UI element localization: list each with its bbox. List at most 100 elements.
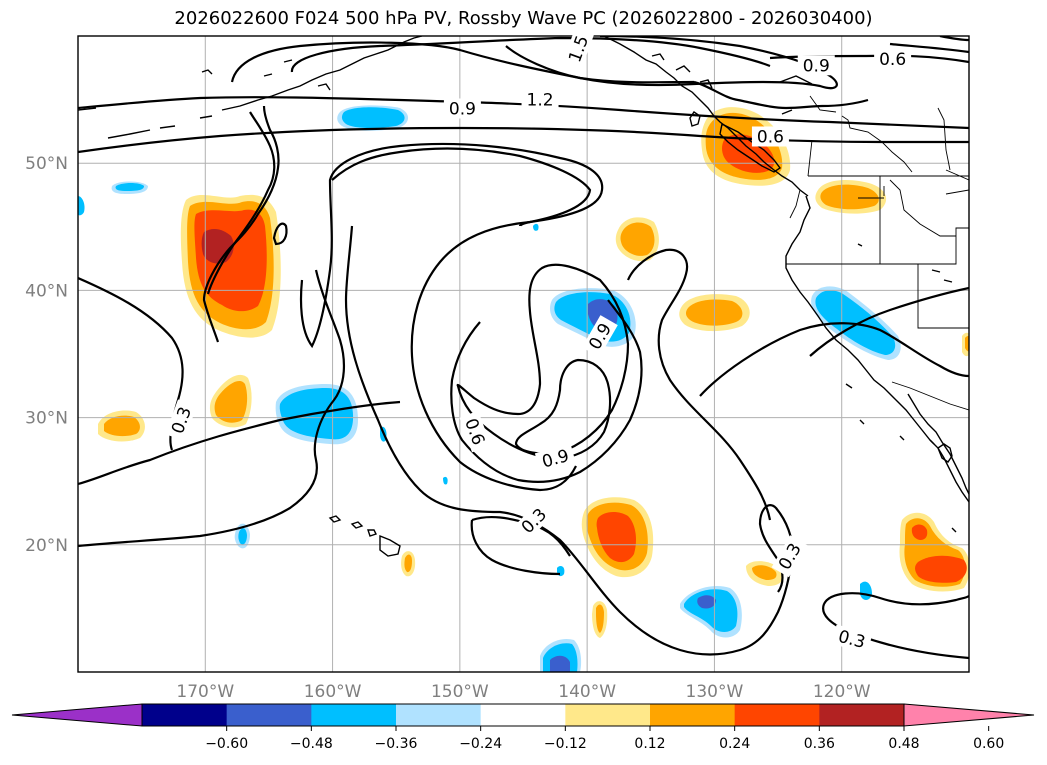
contour-0.6-ne — [889, 42, 969, 54]
longitude-label: 150°W — [431, 682, 489, 702]
contour-label-bg — [459, 410, 491, 453]
contour-0.3-west — [78, 400, 401, 486]
colorbar: −0.60 −0.48 −0.36 −0.24 −0.12 0.12 0.24 0.36 0.4… — [11, 703, 1035, 752]
island-fragments — [201, 53, 957, 533]
colorbar-tick-label: 0.60 — [973, 736, 1004, 752]
contour-label: 0.3 — [831, 624, 873, 654]
contour-label-bg — [513, 500, 554, 541]
contour-label-bg — [874, 48, 912, 69]
contour-label-text: 1.2 — [527, 91, 554, 111]
contour-label: 0.6 — [751, 126, 789, 147]
contour-label-text: 0.3 — [836, 627, 867, 653]
longitude-labels: 170°W 160°W 150°W 140°W 130°W 120°W — [176, 682, 870, 702]
negative-anomaly — [78, 196, 85, 216]
contour-0.9-top — [505, 36, 838, 90]
colorbar-segment — [734, 704, 820, 726]
positive-anomaly — [214, 380, 248, 423]
contour-label-bg — [562, 27, 594, 70]
contour-label-text: 0.6 — [757, 127, 784, 147]
mexico-border — [891, 381, 969, 411]
haida-gwaii — [689, 111, 701, 127]
contour-0.3-south — [78, 269, 346, 548]
colorbar-outline — [141, 703, 905, 727]
colorbar-tick-label: −0.60 — [205, 736, 248, 752]
colorbar-segment — [565, 704, 651, 726]
colorbar-segment — [142, 704, 228, 726]
longitude-label: 120°W — [813, 682, 871, 702]
colorbar-tick-label: −0.24 — [459, 736, 502, 752]
contour-label-text: 0.9 — [449, 100, 476, 120]
longitude-label: 130°W — [686, 682, 744, 702]
map-frame — [77, 35, 970, 673]
positive-anomaly — [965, 336, 969, 352]
positive-anomaly — [596, 512, 636, 563]
contour-label-text: 0.6 — [879, 50, 906, 70]
colorbar-segment — [396, 704, 482, 726]
political-borders — [786, 95, 969, 411]
contour-label: 1.2 — [521, 89, 559, 111]
contour-label-bg — [771, 535, 808, 578]
contour-label-text: 0.9 — [803, 56, 830, 76]
colorbar-tick-label: 0.24 — [719, 736, 750, 752]
positive-anomaly — [915, 555, 967, 583]
latitude-label: 50°N — [25, 154, 68, 174]
contour-1.2 — [693, 80, 869, 110]
baja-coastline — [907, 393, 969, 495]
gulf-of-california-coast — [937, 443, 953, 463]
colorbar-tick-label: −0.36 — [375, 736, 418, 752]
contour-0.6-left — [202, 105, 280, 343]
colorbar-extend-max — [903, 703, 1035, 727]
contour-0.6-loop — [450, 299, 643, 484]
positive-anomaly — [596, 604, 604, 633]
longitude-label: 140°W — [558, 682, 616, 702]
pv-contours — [78, 36, 969, 660]
map-title: 2026022600 F024 500 hPa PV, Rossby Wave … — [174, 8, 873, 29]
contour-label-bg — [751, 126, 789, 147]
contour-0.9-east-ridge — [626, 248, 772, 521]
negative-anomaly — [115, 183, 144, 191]
graticule — [78, 36, 969, 672]
map-area — [78, 36, 969, 672]
colorbar-tick-label: −0.48 — [290, 736, 333, 752]
contour-label-bg — [534, 443, 576, 473]
colorbar-tick-label: 0.36 — [804, 736, 835, 752]
contour-0.3-east — [809, 286, 969, 357]
latitude-label: 40°N — [25, 281, 68, 301]
coastlines — [78, 36, 969, 557]
pv-anomaly-shading — [78, 105, 969, 672]
contour-label-bg — [443, 98, 481, 119]
contour-label-bg — [797, 55, 835, 76]
negative-anomaly — [533, 223, 539, 231]
colorbar-tick-label: 0.12 — [634, 736, 665, 752]
latitude-label: 20°N — [25, 536, 68, 556]
contour-label-text: 0.9 — [540, 446, 571, 472]
negative-anomaly — [815, 290, 896, 355]
contour-left-loop — [272, 222, 288, 246]
positive-anomaly — [820, 184, 879, 210]
positive-anomaly — [911, 524, 928, 540]
longitude-label: 170°W — [176, 682, 234, 702]
contour-1.2-outer — [230, 41, 695, 84]
canada-provinces — [807, 95, 951, 177]
positive-anomaly — [752, 565, 777, 580]
contour-label: 0.9 — [797, 55, 835, 76]
contour-label: 1.5 — [562, 27, 594, 70]
hawaiian-islands — [328, 515, 401, 557]
colorbar-segment — [819, 704, 905, 726]
colorbar-segment — [226, 704, 312, 726]
contour-label: 0.3 — [513, 500, 554, 541]
longitude-label: 160°W — [304, 682, 362, 702]
contour-0.6-east — [699, 322, 969, 397]
contour-1.5 — [290, 36, 771, 73]
colorbar-tick-label: 0.48 — [888, 736, 919, 752]
contour-label-bg — [581, 315, 618, 358]
contour-0.6-north — [78, 126, 969, 154]
contour-label: 0.9 — [443, 98, 481, 120]
negative-anomaly — [443, 476, 448, 485]
negative-anomaly — [550, 655, 570, 672]
negative-anomaly — [697, 595, 716, 609]
contour-0.9 — [78, 96, 969, 130]
latitude-label: 30°N — [25, 409, 68, 429]
colorbar-segment — [480, 704, 566, 726]
colorbar-tick-label: −0.12 — [544, 736, 587, 752]
